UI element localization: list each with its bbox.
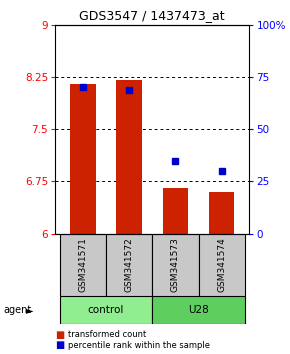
Bar — [106, 234, 152, 296]
Text: GSM341571: GSM341571 — [78, 237, 87, 292]
Bar — [60, 296, 152, 324]
Text: ►: ► — [26, 305, 34, 315]
Text: GSM341572: GSM341572 — [125, 237, 134, 292]
Title: GDS3547 / 1437473_at: GDS3547 / 1437473_at — [79, 9, 225, 22]
Text: GSM341574: GSM341574 — [217, 237, 226, 292]
Text: ■: ■ — [55, 330, 64, 339]
Text: U28: U28 — [188, 305, 209, 315]
Text: percentile rank within the sample: percentile rank within the sample — [68, 341, 210, 350]
Text: agent: agent — [3, 305, 31, 315]
Bar — [163, 188, 188, 234]
Bar — [199, 234, 245, 296]
Bar — [152, 296, 245, 324]
Text: transformed count: transformed count — [68, 330, 146, 339]
Bar — [70, 84, 96, 234]
Bar — [152, 234, 199, 296]
Text: ■: ■ — [55, 340, 64, 350]
Bar — [209, 192, 234, 234]
Bar — [60, 234, 106, 296]
Text: control: control — [88, 305, 124, 315]
Bar — [116, 80, 142, 234]
Text: GSM341573: GSM341573 — [171, 237, 180, 292]
